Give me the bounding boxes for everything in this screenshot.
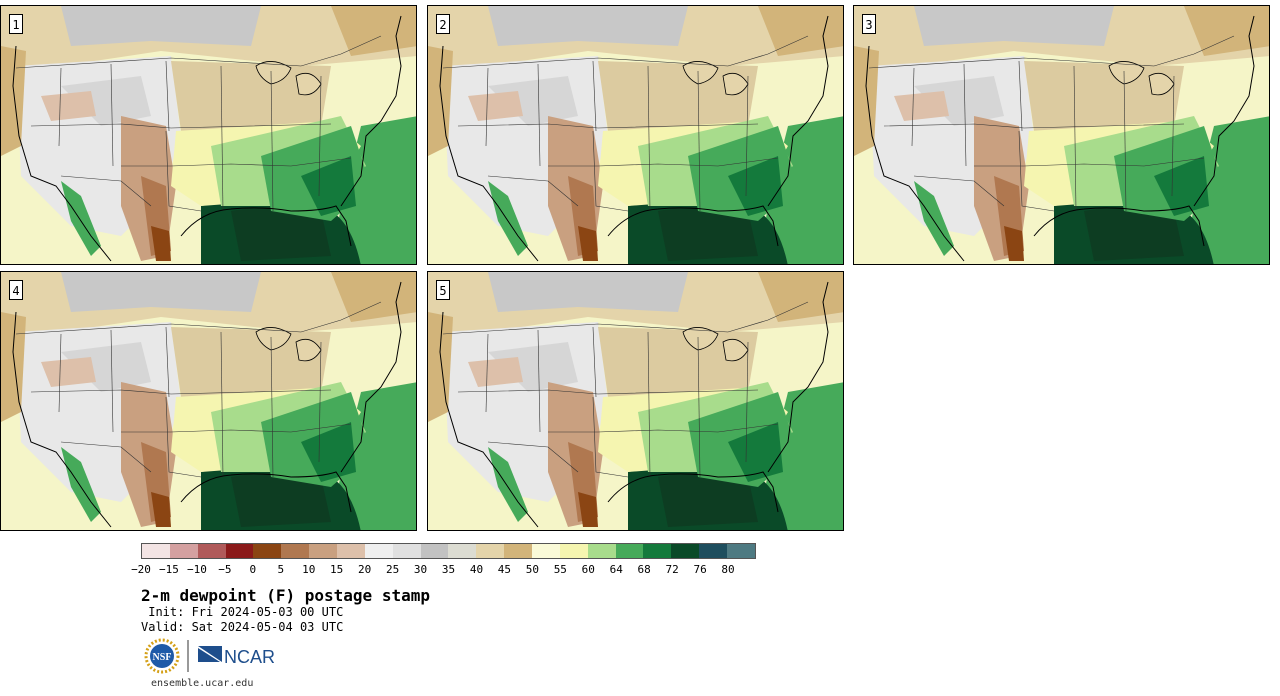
colorbar-tick-label: 30 <box>413 563 428 576</box>
map-panel-5[interactable]: 5 <box>427 271 844 531</box>
colorbar-swatch <box>504 544 533 558</box>
map-panel-3[interactable]: 3 <box>853 5 1270 265</box>
panel-number-label: 5 <box>436 280 450 300</box>
ncar-logo: NCAR <box>198 646 274 667</box>
colorbar-tick-label: 35 <box>441 563 456 576</box>
colorbar-swatch <box>727 544 755 558</box>
colorbar-swatch <box>587 544 616 558</box>
colorbar-ticks: −20 −15 −10 −5 0 5 10 15 20 25 30 35 40 45 50 55 60 64 68 7… <box>131 563 756 577</box>
colorbar-tick-label: −15 <box>159 563 179 576</box>
colorbar-tick-label: 20 <box>358 563 372 576</box>
nsf-logo: NSF <box>144 638 180 674</box>
map-graphic <box>428 272 843 530</box>
map-graphic <box>1 272 416 530</box>
colorbar-swatch <box>197 544 226 558</box>
site-url[interactable]: ensemble.ucar.edu <box>151 678 254 689</box>
panel-number-label: 2 <box>436 14 450 34</box>
colorbar-swatch <box>281 544 310 558</box>
colorbar-swatch <box>142 544 170 558</box>
ncar-logo-text: NCAR <box>224 647 274 667</box>
map-panel-4[interactable]: 4 <box>0 271 417 531</box>
colorbar <box>141 543 756 559</box>
colorbar-tick-label: 15 <box>330 563 344 576</box>
colorbar-swatch <box>615 544 644 558</box>
panel-number-label: 3 <box>862 14 876 34</box>
map-graphic <box>1 6 416 264</box>
colorbar-tick-label: −20 <box>131 563 151 576</box>
colorbar-swatch <box>476 544 505 558</box>
colorbar-swatch <box>699 544 728 558</box>
colorbar-tick-label: −5 <box>218 563 232 576</box>
init-time: Init: Fri 2024-05-03 00 UTC <box>141 605 344 619</box>
colorbar-swatch <box>225 544 254 558</box>
colorbar-tick-label: 64 <box>609 563 623 576</box>
map-graphic <box>428 6 843 264</box>
colorbar-tick-label: 55 <box>553 563 567 576</box>
colorbar-swatch <box>309 544 338 558</box>
nsf-logo-text: NSF <box>153 652 172 663</box>
panel-number-label: 1 <box>9 14 23 34</box>
colorbar-tick-label: 45 <box>497 563 512 576</box>
colorbar-swatch <box>643 544 672 558</box>
map-panel-1[interactable]: 1 <box>0 5 417 265</box>
colorbar-swatch <box>420 544 449 558</box>
figure-title: 2-m dewpoint (F) postage stamp <box>141 586 430 605</box>
colorbar-tick-label: 40 <box>469 563 484 576</box>
map-graphic <box>854 6 1269 264</box>
colorbar-tick-label: 0 <box>249 563 257 576</box>
colorbar-tick-label: 68 <box>637 563 651 576</box>
colorbar-tick-label: 25 <box>385 563 400 576</box>
colorbar-swatch <box>532 544 560 558</box>
colorbar-swatch <box>559 544 588 558</box>
colorbar-swatch <box>169 544 198 558</box>
colorbar-swatch <box>671 544 700 558</box>
colorbar-tick-label: 10 <box>302 563 316 576</box>
colorbar-swatch <box>253 544 282 558</box>
logos: NSF NCAR <box>144 638 274 674</box>
panel-number-label: 4 <box>9 280 23 300</box>
colorbar-swatch <box>364 544 393 558</box>
colorbar-swatch <box>337 544 365 558</box>
map-panel-2[interactable]: 2 <box>427 5 844 265</box>
colorbar-tick-label: 60 <box>581 563 595 576</box>
valid-time: Valid: Sat 2024-05-04 03 UTC <box>141 620 344 634</box>
colorbar-swatch <box>448 544 477 558</box>
colorbar-tick-label: 50 <box>525 563 539 576</box>
colorbar-tick-label: 80 <box>721 563 735 576</box>
colorbar-tick-label: 5 <box>277 563 285 576</box>
colorbar-tick-label: 76 <box>693 563 707 576</box>
colorbar-tick-label: 72 <box>665 563 679 576</box>
colorbar-tick-label: −10 <box>186 563 207 576</box>
colorbar-swatch <box>392 544 421 558</box>
